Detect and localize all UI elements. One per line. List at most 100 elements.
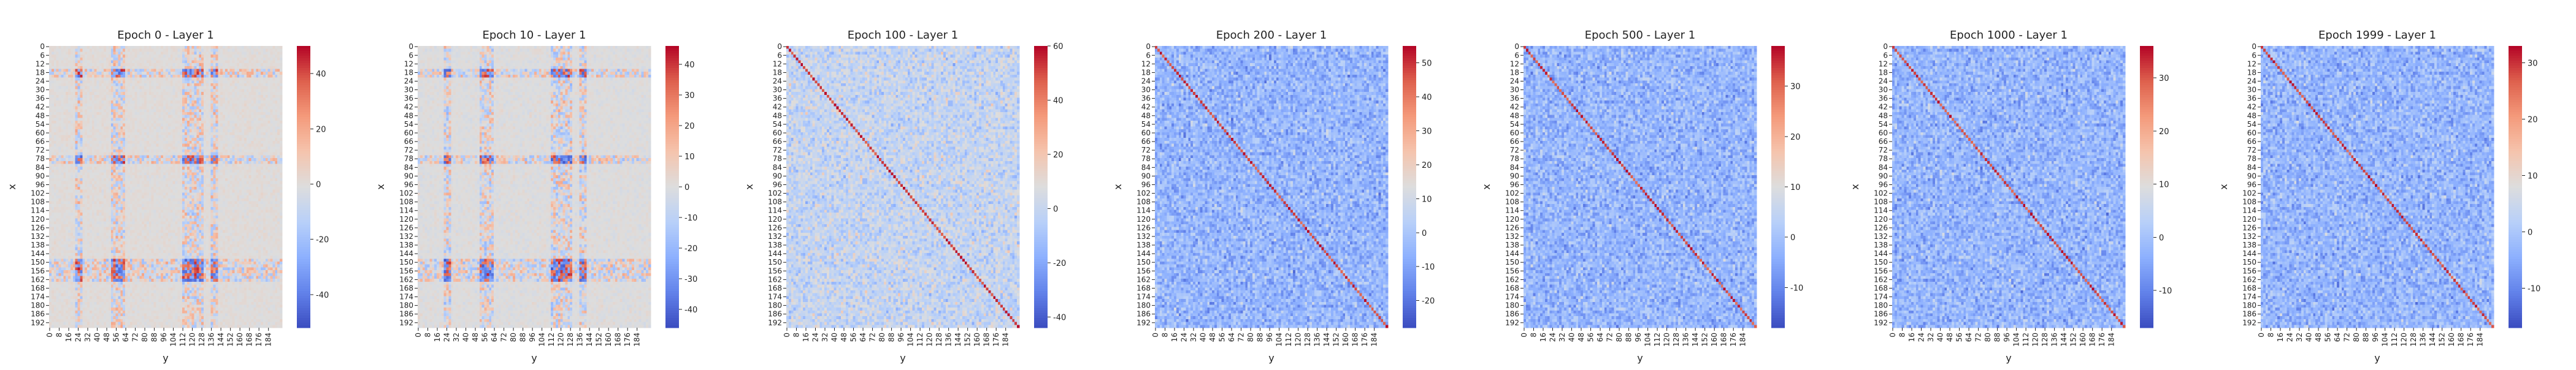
heatmap-cell <box>211 72 213 75</box>
heatmap-cell <box>230 46 232 49</box>
heatmap-cell <box>239 63 242 66</box>
heatmap-cell <box>275 60 277 63</box>
heatmap-cell <box>149 75 151 78</box>
heatmap-cell <box>120 51 123 55</box>
heatmap-cell <box>80 51 82 55</box>
heatmap-cell <box>106 80 109 83</box>
heatmap-cell <box>101 51 104 55</box>
heatmap-cell <box>68 63 71 66</box>
heatmap-cell <box>97 69 99 72</box>
heatmap-cell <box>272 86 275 89</box>
heatmap-cell <box>251 72 254 75</box>
heatmap-cell <box>80 72 82 75</box>
heatmap-cell <box>268 69 270 72</box>
heatmap-cell <box>94 72 97 75</box>
heatmap-cell <box>228 49 230 52</box>
heatmap-cell <box>168 80 171 83</box>
heatmap-cell <box>242 86 244 89</box>
heatmap-cell <box>204 89 206 92</box>
heatmap-cell <box>82 89 85 92</box>
heatmap-cell <box>218 80 220 83</box>
heatmap-cell <box>61 63 63 66</box>
heatmap-cell <box>66 58 68 61</box>
heatmap-cell <box>78 46 80 49</box>
heatmap-cell <box>80 78 82 81</box>
heatmap-cell <box>218 49 220 52</box>
heatmap-cell <box>130 89 132 92</box>
heatmap-cell <box>256 63 258 66</box>
heatmap-cell <box>266 51 268 55</box>
heatmap-cell <box>149 60 151 63</box>
heatmap-cell <box>158 78 161 81</box>
heatmap-cell <box>54 83 56 86</box>
heatmap-cell <box>182 89 185 92</box>
heatmap-cell <box>158 75 161 78</box>
heatmap-cell <box>270 51 273 55</box>
heatmap-cell <box>82 75 85 78</box>
heatmap-cell <box>137 75 139 78</box>
heatmap-cell <box>71 49 73 52</box>
heatmap-cell <box>199 46 201 49</box>
heatmap-cell <box>280 58 282 61</box>
heatmap-cell <box>142 66 144 69</box>
heatmap-cell <box>180 46 182 49</box>
heatmap-cell <box>104 51 106 55</box>
heatmap-cell <box>75 60 78 63</box>
heatmap-cell <box>182 58 185 61</box>
heatmap-cell <box>266 60 268 63</box>
heatmap-cell <box>206 72 209 75</box>
heatmap-cell <box>154 78 156 81</box>
heatmap-cell <box>123 89 125 92</box>
heatmap-cell <box>158 83 161 86</box>
heatmap-cell <box>49 80 52 83</box>
heatmap-cell <box>137 49 139 52</box>
heatmap-cell <box>92 78 94 81</box>
heatmap-cell <box>135 86 137 89</box>
heatmap-cell <box>71 58 73 61</box>
heatmap-cell <box>166 86 168 89</box>
heatmap-cell <box>123 78 125 81</box>
heatmap-cell <box>56 69 59 72</box>
heatmap-cell <box>123 72 125 75</box>
heatmap-cell <box>120 72 123 75</box>
heatmap-cell <box>80 58 82 61</box>
heatmap-cell <box>56 46 59 49</box>
heatmap-cell <box>190 55 192 58</box>
heatmap-cell <box>237 46 239 49</box>
heatmap-cell <box>73 80 75 83</box>
heatmap-cell <box>272 78 275 81</box>
heatmap-cell <box>87 51 90 55</box>
heatmap-cell <box>204 83 206 86</box>
heatmap-cell <box>99 69 101 72</box>
heatmap-cell <box>206 46 209 49</box>
heatmap-cell <box>161 80 163 83</box>
heatmap-cell <box>59 69 61 72</box>
heatmap-cell <box>232 49 235 52</box>
heatmap-cell <box>97 75 99 78</box>
heatmap-cell <box>196 86 199 89</box>
heatmap-cell <box>182 46 185 49</box>
heatmap-cell <box>190 63 192 66</box>
heatmap-cell <box>137 83 139 86</box>
heatmap-cell <box>59 75 61 78</box>
heatmap-cell <box>87 69 90 72</box>
heatmap-cell <box>225 78 228 81</box>
heatmap-cell <box>175 69 178 72</box>
heatmap-cell <box>49 89 52 92</box>
heatmap-cell <box>61 69 63 72</box>
heatmap-cell <box>116 78 118 81</box>
heatmap-cell <box>209 83 211 86</box>
heatmap-cell <box>97 51 99 55</box>
heatmap-cell <box>61 49 63 52</box>
heatmap-cell <box>190 75 192 78</box>
heatmap-cell <box>270 69 273 72</box>
heatmap-cell <box>204 55 206 58</box>
heatmap-cell <box>80 75 82 78</box>
heatmap-cell <box>118 72 120 75</box>
heatmap-cell <box>71 75 73 78</box>
heatmap-cell <box>247 49 249 52</box>
heatmap-cell <box>228 80 230 83</box>
heatmap-cell <box>132 69 135 72</box>
heatmap-cell <box>280 55 282 58</box>
heatmap-cell <box>92 51 94 55</box>
